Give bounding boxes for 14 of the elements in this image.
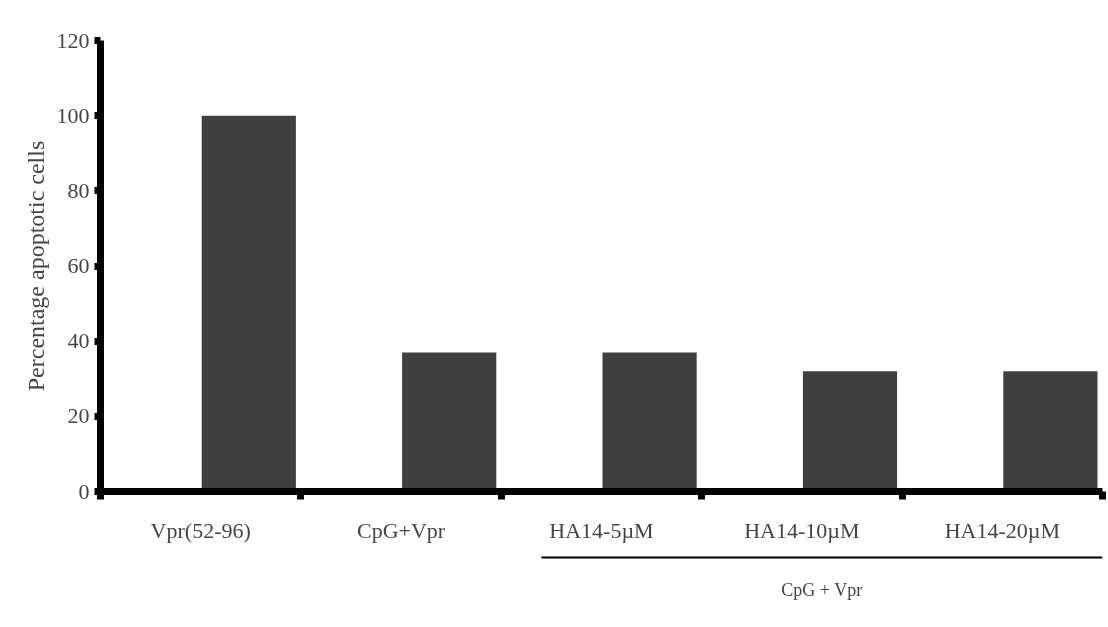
y-axis-title: Percentage apoptotic cells (22, 140, 49, 392)
x-tick-label: HA14-10µM (744, 517, 860, 543)
y-tick-label: 20 (67, 403, 90, 429)
x-tick-label: Vpr(52-96) (150, 517, 251, 543)
y-tick-label: 40 (67, 328, 90, 354)
y-tick-label: 60 (67, 253, 90, 278)
y-tick-label: 0 (78, 478, 90, 504)
x-tick-label: CpG+Vpr (357, 517, 446, 543)
y-tick-label: 80 (67, 177, 90, 203)
text: CpG + Vpr (781, 579, 863, 600)
y-tick-label: 120 (56, 27, 90, 53)
x-tick-label: HA14-5µM (549, 517, 654, 543)
y-tick-label: 100 (56, 102, 90, 128)
x-tick-label: HA14-20µM (944, 517, 1060, 543)
